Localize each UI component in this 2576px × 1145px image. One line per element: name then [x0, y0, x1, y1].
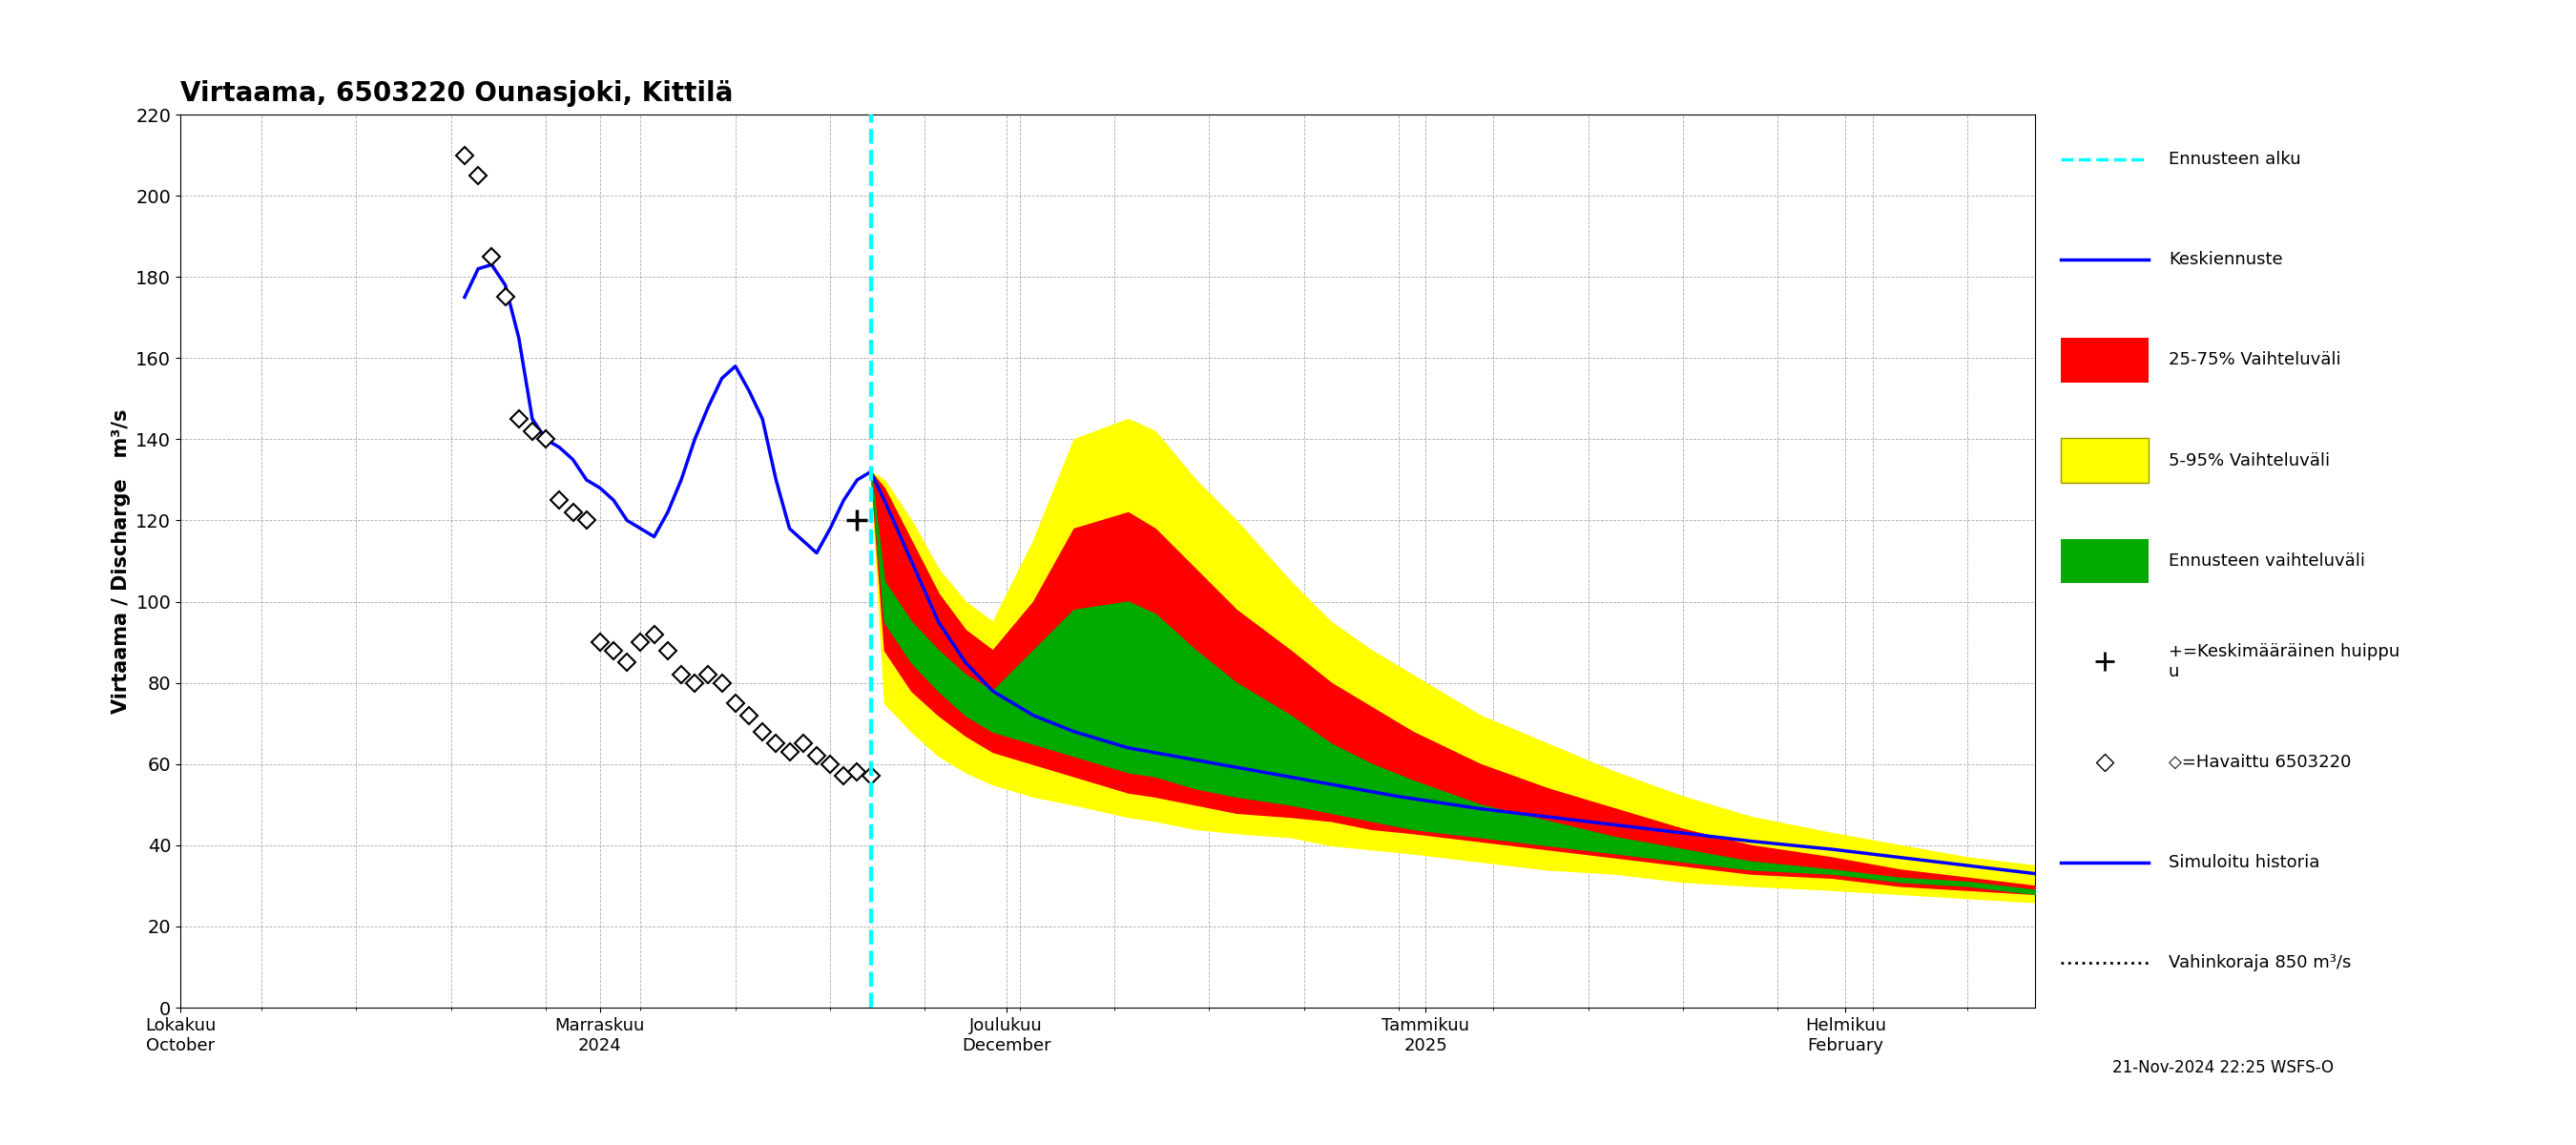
FancyBboxPatch shape — [2061, 538, 2148, 584]
Text: 25-75% Vaihteluväli: 25-75% Vaihteluväli — [2169, 352, 2342, 369]
Text: 5-95% Vaihteluväli: 5-95% Vaihteluväli — [2169, 452, 2329, 469]
FancyBboxPatch shape — [2061, 439, 2148, 483]
Text: Ennusteen alku: Ennusteen alku — [2169, 151, 2300, 168]
Text: ◇=Havaittu 6503220: ◇=Havaittu 6503220 — [2169, 753, 2352, 771]
Text: Vahinkoraja 850 m³/s: Vahinkoraja 850 m³/s — [2169, 955, 2352, 971]
Text: +=Keskimääräinen huippu
u: +=Keskimääräinen huippu u — [2169, 643, 2401, 680]
Text: Keskiennuste: Keskiennuste — [2169, 251, 2282, 268]
Text: Ennusteen vaihteluväli: Ennusteen vaihteluväli — [2169, 552, 2365, 569]
Text: Virtaama, 6503220 Ounasjoki, Kittilä: Virtaama, 6503220 Ounasjoki, Kittilä — [180, 80, 734, 106]
Y-axis label: Virtaama / Discharge   m³/s: Virtaama / Discharge m³/s — [111, 409, 131, 713]
Text: Simuloitu historia: Simuloitu historia — [2169, 854, 2318, 871]
FancyBboxPatch shape — [2061, 338, 2148, 382]
Text: 21-Nov-2024 22:25 WSFS-O: 21-Nov-2024 22:25 WSFS-O — [2112, 1059, 2334, 1076]
